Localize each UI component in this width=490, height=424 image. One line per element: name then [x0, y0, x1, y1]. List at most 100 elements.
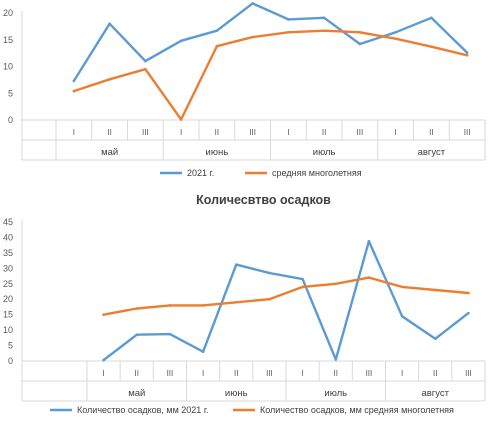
decade-label: III — [464, 128, 471, 137]
data-point — [251, 35, 254, 39]
data-point — [322, 29, 326, 32]
y-tick-label: 10 — [3, 325, 13, 335]
data-point — [179, 39, 183, 43]
data-point — [102, 358, 105, 362]
decade-label: III — [249, 128, 256, 137]
y-tick-label: 45 — [3, 217, 13, 227]
data-point — [179, 118, 183, 121]
month-label: май — [128, 388, 145, 399]
data-point — [465, 51, 469, 54]
data-point — [465, 53, 469, 57]
data-point — [234, 263, 238, 266]
legend-label: средняя многолетняя — [272, 168, 362, 178]
month-label: июль — [313, 147, 336, 158]
legend-label: Количество осадков, мм средняя многолетн… — [260, 405, 454, 415]
data-point — [135, 307, 139, 310]
decade-label: II — [107, 128, 111, 137]
decade-label: II — [234, 369, 238, 378]
month-label: июль — [324, 388, 347, 399]
data-point — [144, 59, 147, 63]
data-point — [201, 304, 205, 307]
decade-label: III — [142, 128, 149, 137]
decade-label: I — [401, 369, 403, 378]
data-point — [72, 79, 76, 83]
series-line-2 — [102, 276, 470, 316]
decade-label: II — [334, 369, 338, 378]
data-point — [467, 311, 470, 315]
y-tick-label: 20 — [3, 294, 13, 304]
data-point — [144, 67, 147, 71]
y-tick-label: 10 — [3, 62, 13, 72]
data-point — [301, 285, 304, 289]
decade-label: II — [135, 369, 139, 378]
month-label: август — [418, 147, 446, 158]
decade-label: II — [215, 128, 219, 137]
decade-label: II — [322, 128, 326, 137]
y-tick-label: 15 — [3, 35, 13, 45]
month-label: август — [421, 388, 449, 399]
data-point — [433, 337, 437, 341]
data-point — [108, 78, 111, 81]
data-point — [400, 314, 404, 318]
decade-label: I — [73, 128, 75, 137]
y-tick-label: 35 — [3, 248, 13, 258]
decade-label: I — [395, 128, 397, 137]
data-point — [287, 18, 290, 21]
data-point — [394, 30, 397, 34]
decade-label: I — [301, 369, 303, 378]
data-point — [358, 30, 362, 34]
decade-label: III — [266, 369, 273, 378]
data-point — [394, 37, 397, 40]
decade-label: III — [167, 369, 174, 378]
decade-label: III — [465, 369, 472, 378]
y-tick-label: 40 — [3, 232, 13, 242]
month-label: июнь — [225, 388, 248, 399]
data-point — [287, 30, 290, 34]
data-point — [322, 16, 326, 20]
decade-label: III — [357, 128, 364, 137]
decade-label: I — [287, 128, 289, 137]
decade-label: III — [366, 369, 373, 378]
data-point — [215, 44, 219, 48]
month-label: июнь — [206, 147, 229, 158]
data-point — [108, 22, 111, 26]
data-point — [334, 358, 338, 361]
data-point — [268, 271, 271, 275]
data-point — [268, 297, 271, 301]
data-point — [433, 288, 437, 292]
data-point — [72, 89, 76, 93]
data-point — [251, 2, 254, 5]
data-point — [467, 291, 470, 295]
data-point — [135, 333, 139, 337]
series-line-2 — [72, 29, 469, 121]
data-point — [430, 16, 433, 20]
decade-label: II — [429, 128, 433, 137]
y-tick-label: 30 — [3, 263, 13, 273]
decade-label: I — [180, 128, 182, 137]
y-tick-label: 15 — [3, 310, 13, 320]
data-point — [400, 285, 404, 289]
month-label: май — [101, 147, 118, 158]
decade-label: I — [102, 369, 104, 378]
data-point — [367, 239, 371, 243]
data-point — [301, 277, 304, 281]
series-line-1 — [72, 2, 469, 83]
legend-label: 2021 г. — [187, 168, 214, 178]
series-line-1 — [102, 239, 470, 362]
data-point — [358, 42, 362, 46]
y-tick-label: 0 — [8, 115, 13, 125]
y-tick-label: 5 — [8, 341, 13, 351]
data-point — [367, 276, 371, 279]
decade-label: II — [433, 369, 437, 378]
y-tick-label: 20 — [3, 8, 13, 18]
legend-label: Количество осадков, мм 2021 г. — [77, 405, 209, 415]
data-point — [168, 304, 172, 307]
data-point — [234, 301, 238, 304]
decade-label: I — [202, 369, 204, 378]
chart-title: Количесвтво осадков — [196, 193, 331, 207]
data-point — [215, 29, 219, 32]
y-tick-label: 0 — [8, 356, 13, 366]
data-point — [430, 45, 433, 49]
data-point — [102, 313, 105, 316]
